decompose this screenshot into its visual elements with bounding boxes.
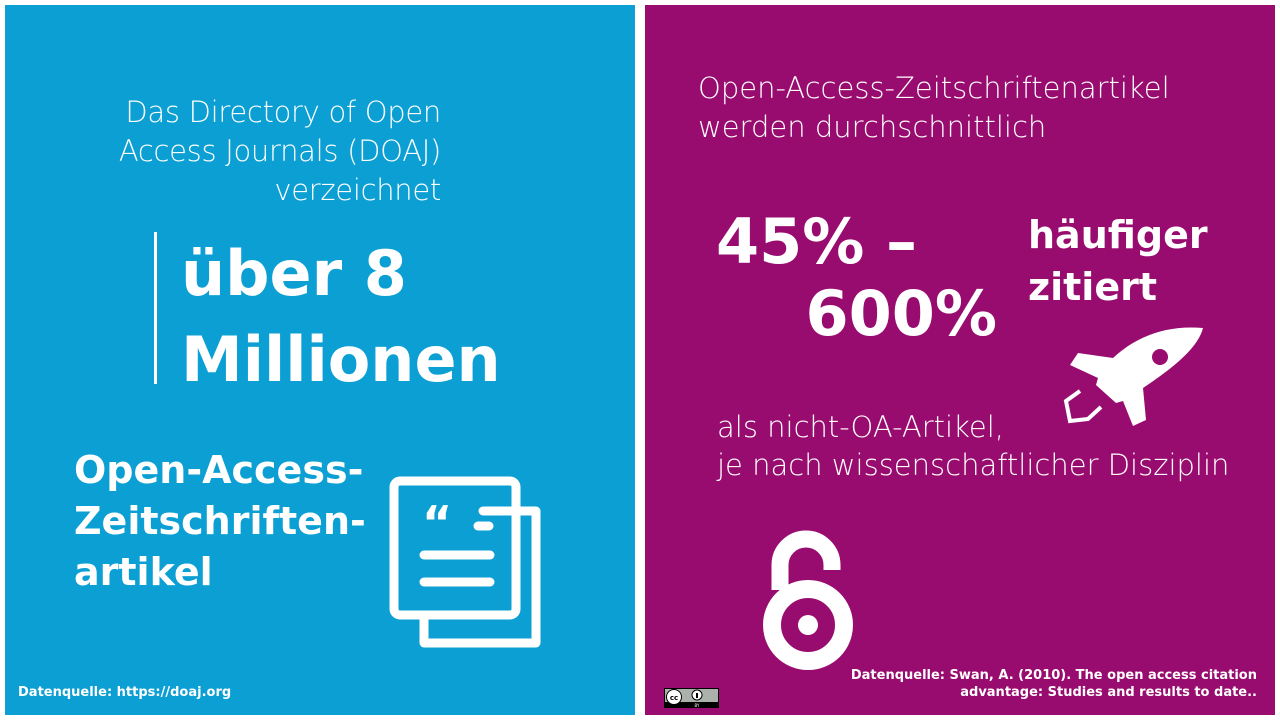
source-line: advantage: Studies and results to date.. bbox=[960, 685, 1257, 700]
range-low: 45% – bbox=[716, 205, 917, 278]
svg-text:BY: BY bbox=[695, 703, 701, 708]
count-line: Millionen bbox=[181, 323, 501, 396]
source-line: Datenquelle: Swan, A. (2010). The open a… bbox=[850, 668, 1257, 683]
citation-effect: häufiger zitiert bbox=[1028, 209, 1208, 313]
count-line: über 8 bbox=[181, 237, 407, 310]
comparison-text: als nicht-OA-Artikel, je nach wissenscha… bbox=[717, 408, 1229, 484]
citation-heading: Open-Access-Zeitschriftenartikel werden … bbox=[698, 69, 1170, 147]
open-access-lock-icon bbox=[763, 530, 853, 670]
range-high: 600% bbox=[805, 277, 997, 350]
heading-line: werden durchschnittlich bbox=[698, 110, 1047, 144]
comparison-line: je nach wissenschaftlicher Disziplin bbox=[717, 448, 1230, 482]
doaj-intro: Das Directory of Open Access Journals (D… bbox=[119, 93, 441, 210]
doaj-source: Datenquelle: https://doaj.org bbox=[18, 685, 232, 700]
accent-divider bbox=[154, 232, 157, 384]
effect-line: häufiger bbox=[1028, 213, 1208, 257]
svg-text:“: “ bbox=[422, 496, 452, 550]
citation-source: Datenquelle: Swan, A. (2010). The open a… bbox=[851, 667, 1257, 701]
doaj-panel: Das Directory of Open Access Journals (D… bbox=[5, 5, 635, 715]
citation-panel: Open-Access-Zeitschriftenartikel werden … bbox=[645, 5, 1275, 715]
subject-line: Zeitschriften- bbox=[74, 499, 366, 543]
intro-line: Das Directory of Open bbox=[125, 95, 441, 129]
heading-line: Open-Access-Zeitschriftenartikel bbox=[698, 71, 1170, 105]
document-quote-icon: “ bbox=[389, 476, 541, 648]
intro-line: verzeichnet bbox=[274, 173, 441, 207]
intro-line: Access Journals (DOAJ) bbox=[118, 134, 441, 168]
effect-line: zitiert bbox=[1028, 265, 1158, 309]
cc-by-license-badge[interactable]: cc BY bbox=[664, 688, 719, 708]
rocket-icon bbox=[1063, 327, 1203, 426]
subject-line: artikel bbox=[74, 550, 213, 594]
comparison-line: als nicht-OA-Artikel, bbox=[717, 410, 1004, 444]
subject-label: Open-Access- Zeitschriften- artikel bbox=[74, 445, 366, 598]
article-count: über 8 Millionen bbox=[181, 231, 501, 403]
svg-text:cc: cc bbox=[670, 694, 678, 702]
subject-line: Open-Access- bbox=[74, 448, 364, 492]
